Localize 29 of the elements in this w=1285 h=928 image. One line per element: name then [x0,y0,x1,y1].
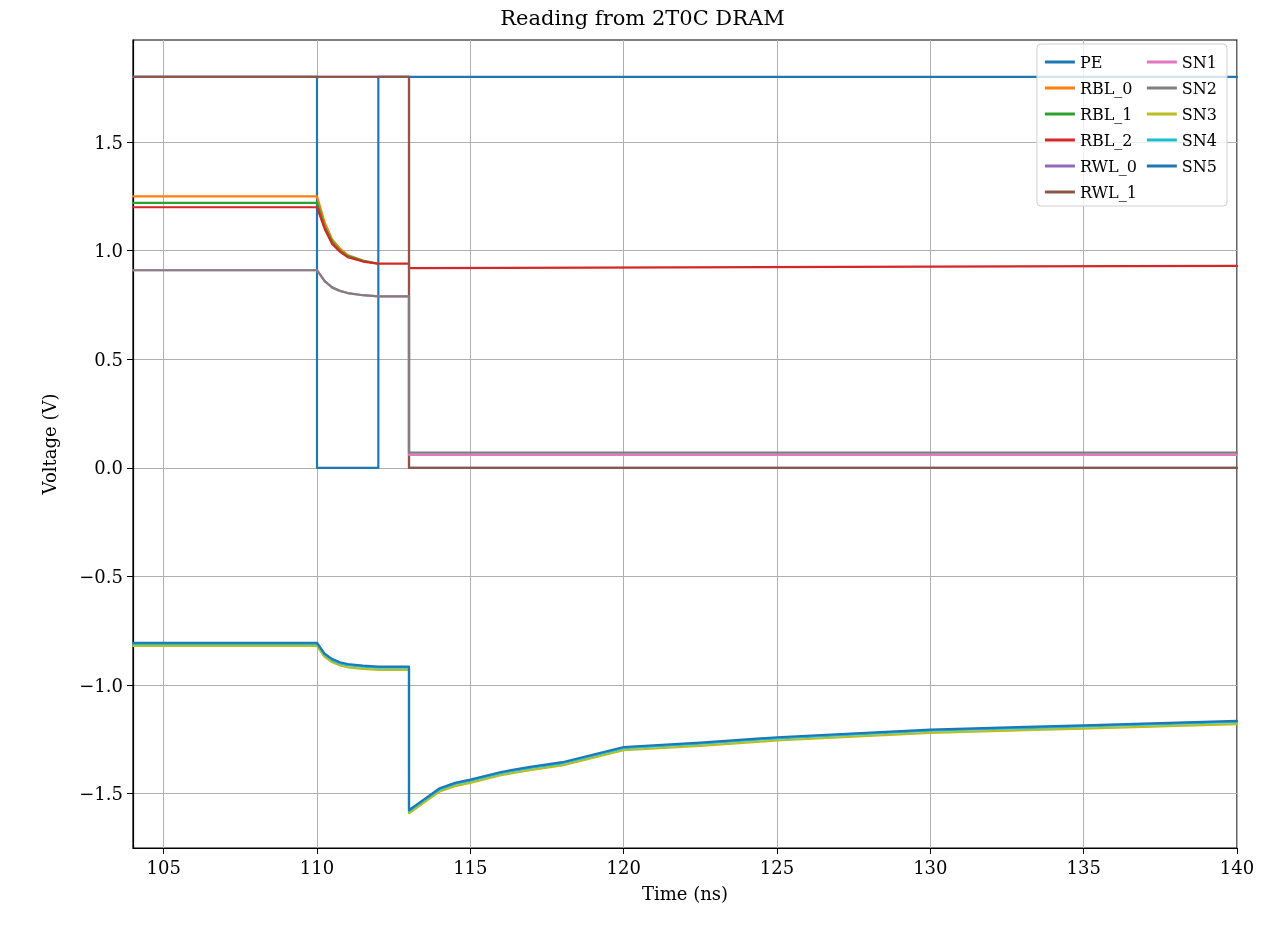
legend-label: RWL_0 [1079,156,1137,176]
y-axis-title: Voltage (V) [38,393,60,496]
legend-label: SN3 [1181,104,1217,124]
legend-label: SN2 [1181,78,1217,98]
legend-label: SN5 [1181,156,1217,176]
x-tick-label: 115 [453,856,488,878]
x-tick-label: 105 [146,856,181,878]
x-tick-label: 125 [759,856,795,878]
legend-label: RWL_1 [1079,182,1137,202]
x-axis-title: Time (ns) [641,882,729,904]
x-tick-label: 140 [1219,856,1255,878]
chart-title: Reading from 2T0C DRAM [500,5,785,30]
x-tick-label: 135 [1066,856,1101,878]
legend-label: PE [1079,52,1103,72]
x-tick-label: 110 [299,856,335,878]
x-tick-label: 120 [606,856,641,878]
y-tick-label: 0.5 [94,348,123,370]
legend-label: RBL_2 [1079,130,1133,150]
x-tick-label: 130 [913,856,948,878]
y-tick-label: −1.5 [79,783,123,805]
y-tick-label: −1.0 [79,674,123,696]
legend-label: SN1 [1181,52,1217,72]
legend-label: RBL_0 [1079,78,1133,98]
legend-label: RBL_1 [1079,104,1133,124]
y-tick-label: 1.0 [94,240,123,262]
y-tick-label: 1.5 [94,131,123,153]
y-tick-label: 0.0 [94,457,123,479]
y-tick-label: −0.5 [79,565,123,587]
legend-label: SN4 [1181,130,1217,150]
